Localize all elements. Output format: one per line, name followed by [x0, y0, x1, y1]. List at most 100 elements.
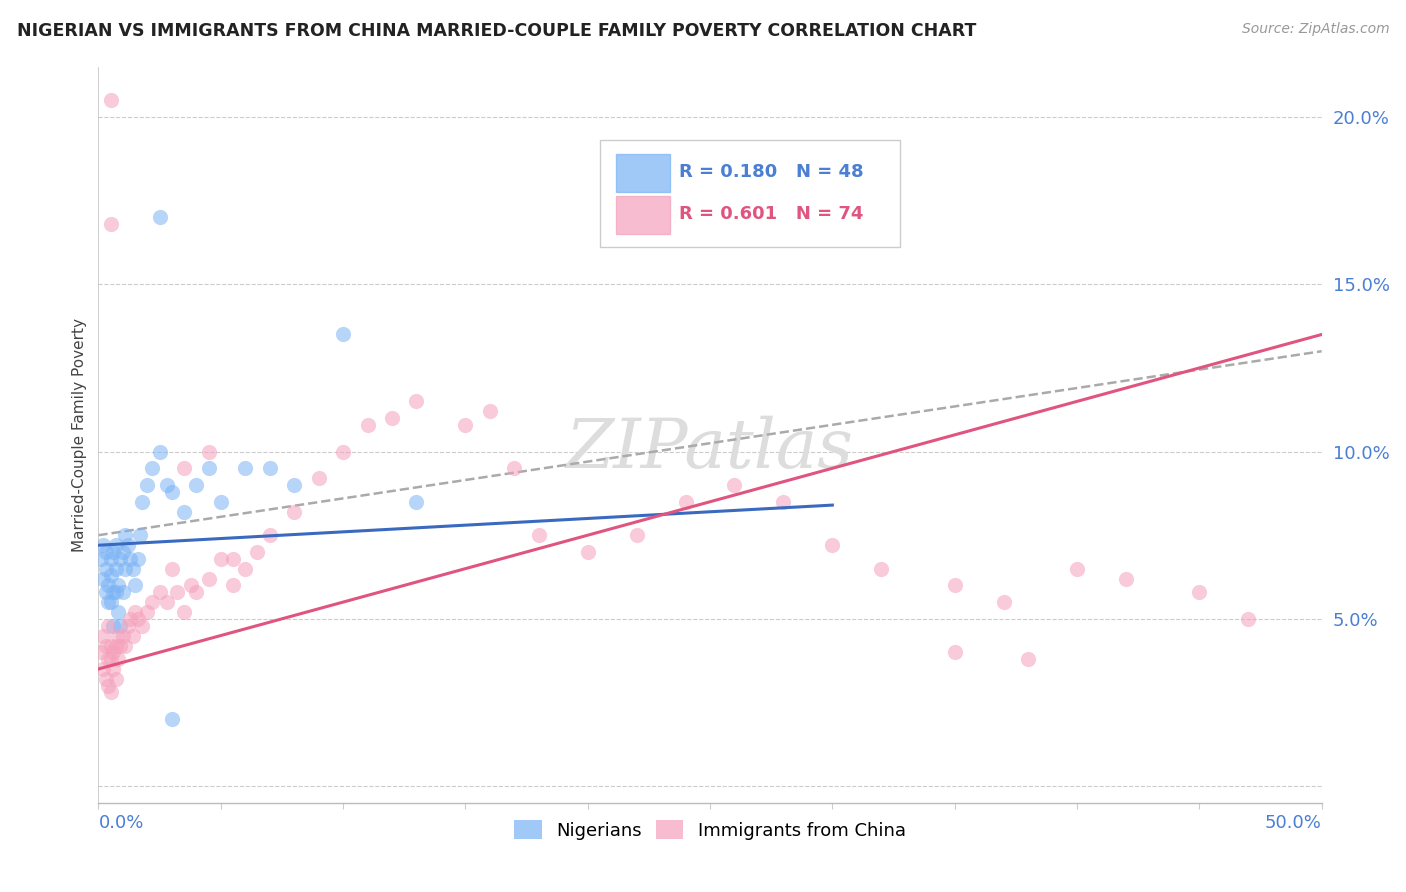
Point — [576, 545, 599, 559]
Point — [209, 551, 232, 566]
Point — [283, 505, 305, 519]
Point — [97, 652, 120, 666]
Point — [120, 612, 142, 626]
Point — [233, 461, 256, 475]
Point — [94, 562, 117, 576]
Point — [120, 551, 142, 566]
Point — [90, 551, 112, 566]
Point — [127, 551, 149, 566]
Point — [100, 551, 122, 566]
Point — [723, 478, 745, 492]
Point — [332, 444, 354, 458]
Point — [104, 585, 127, 599]
Point — [356, 417, 378, 432]
Point — [114, 562, 136, 576]
Point — [127, 612, 149, 626]
Point — [626, 528, 648, 542]
Point — [478, 404, 501, 418]
Point — [160, 562, 183, 576]
Point — [149, 444, 172, 458]
Point — [101, 585, 124, 599]
Point — [141, 595, 163, 609]
Legend: Nigerians, Immigrants from China: Nigerians, Immigrants from China — [508, 813, 912, 847]
Point — [111, 585, 134, 599]
Point — [993, 595, 1015, 609]
Point — [101, 645, 124, 659]
Point — [97, 679, 120, 693]
Point — [821, 538, 844, 552]
Point — [97, 578, 120, 592]
Point — [94, 672, 117, 686]
Point — [772, 217, 794, 231]
Point — [100, 652, 122, 666]
Point — [117, 618, 139, 632]
Point — [870, 562, 893, 576]
Point — [166, 585, 188, 599]
Point — [943, 645, 966, 659]
Point — [772, 494, 794, 508]
Point — [405, 494, 427, 508]
Point — [173, 461, 195, 475]
Point — [149, 585, 172, 599]
Point — [100, 685, 122, 699]
Point — [222, 551, 245, 566]
Point — [186, 585, 208, 599]
Point — [136, 478, 159, 492]
Point — [104, 672, 127, 686]
Point — [1188, 585, 1211, 599]
Point — [1115, 572, 1137, 586]
Text: Source: ZipAtlas.com: Source: ZipAtlas.com — [1241, 22, 1389, 37]
Point — [91, 538, 114, 552]
Text: 0.0%: 0.0% — [98, 814, 143, 832]
Point — [209, 494, 232, 508]
Point — [100, 595, 122, 609]
Point — [104, 562, 127, 576]
Point — [259, 528, 281, 542]
Point — [308, 471, 330, 485]
Point — [173, 505, 195, 519]
Point — [156, 595, 179, 609]
Point — [180, 578, 202, 592]
Point — [259, 461, 281, 475]
Point — [197, 444, 219, 458]
Point — [943, 578, 966, 592]
Point — [699, 217, 721, 231]
Point — [121, 628, 143, 642]
Point — [156, 478, 179, 492]
Point — [90, 645, 112, 659]
Point — [100, 217, 122, 231]
Point — [381, 411, 404, 425]
Point — [124, 578, 146, 592]
Text: 50.0%: 50.0% — [1265, 814, 1322, 832]
Point — [186, 478, 208, 492]
Point — [405, 394, 427, 409]
Point — [111, 628, 134, 642]
Point — [107, 652, 129, 666]
Point — [1017, 652, 1039, 666]
Point — [197, 461, 219, 475]
Point — [246, 545, 269, 559]
Point — [107, 628, 129, 642]
Point — [675, 494, 697, 508]
Point — [100, 568, 122, 582]
Point — [141, 461, 163, 475]
Point — [101, 545, 124, 559]
Point — [111, 545, 134, 559]
Point — [149, 211, 172, 225]
Point — [503, 461, 526, 475]
Point — [1237, 612, 1260, 626]
Point — [454, 417, 477, 432]
Text: R = 0.601   N = 74: R = 0.601 N = 74 — [679, 205, 863, 223]
Point — [100, 93, 122, 107]
Point — [101, 662, 124, 676]
FancyBboxPatch shape — [616, 153, 669, 192]
FancyBboxPatch shape — [616, 195, 669, 234]
Point — [110, 551, 132, 566]
Point — [91, 662, 114, 676]
Point — [107, 578, 129, 592]
Point — [114, 528, 136, 542]
Point — [91, 628, 114, 642]
Point — [222, 578, 245, 592]
Point — [121, 562, 143, 576]
Point — [117, 538, 139, 552]
